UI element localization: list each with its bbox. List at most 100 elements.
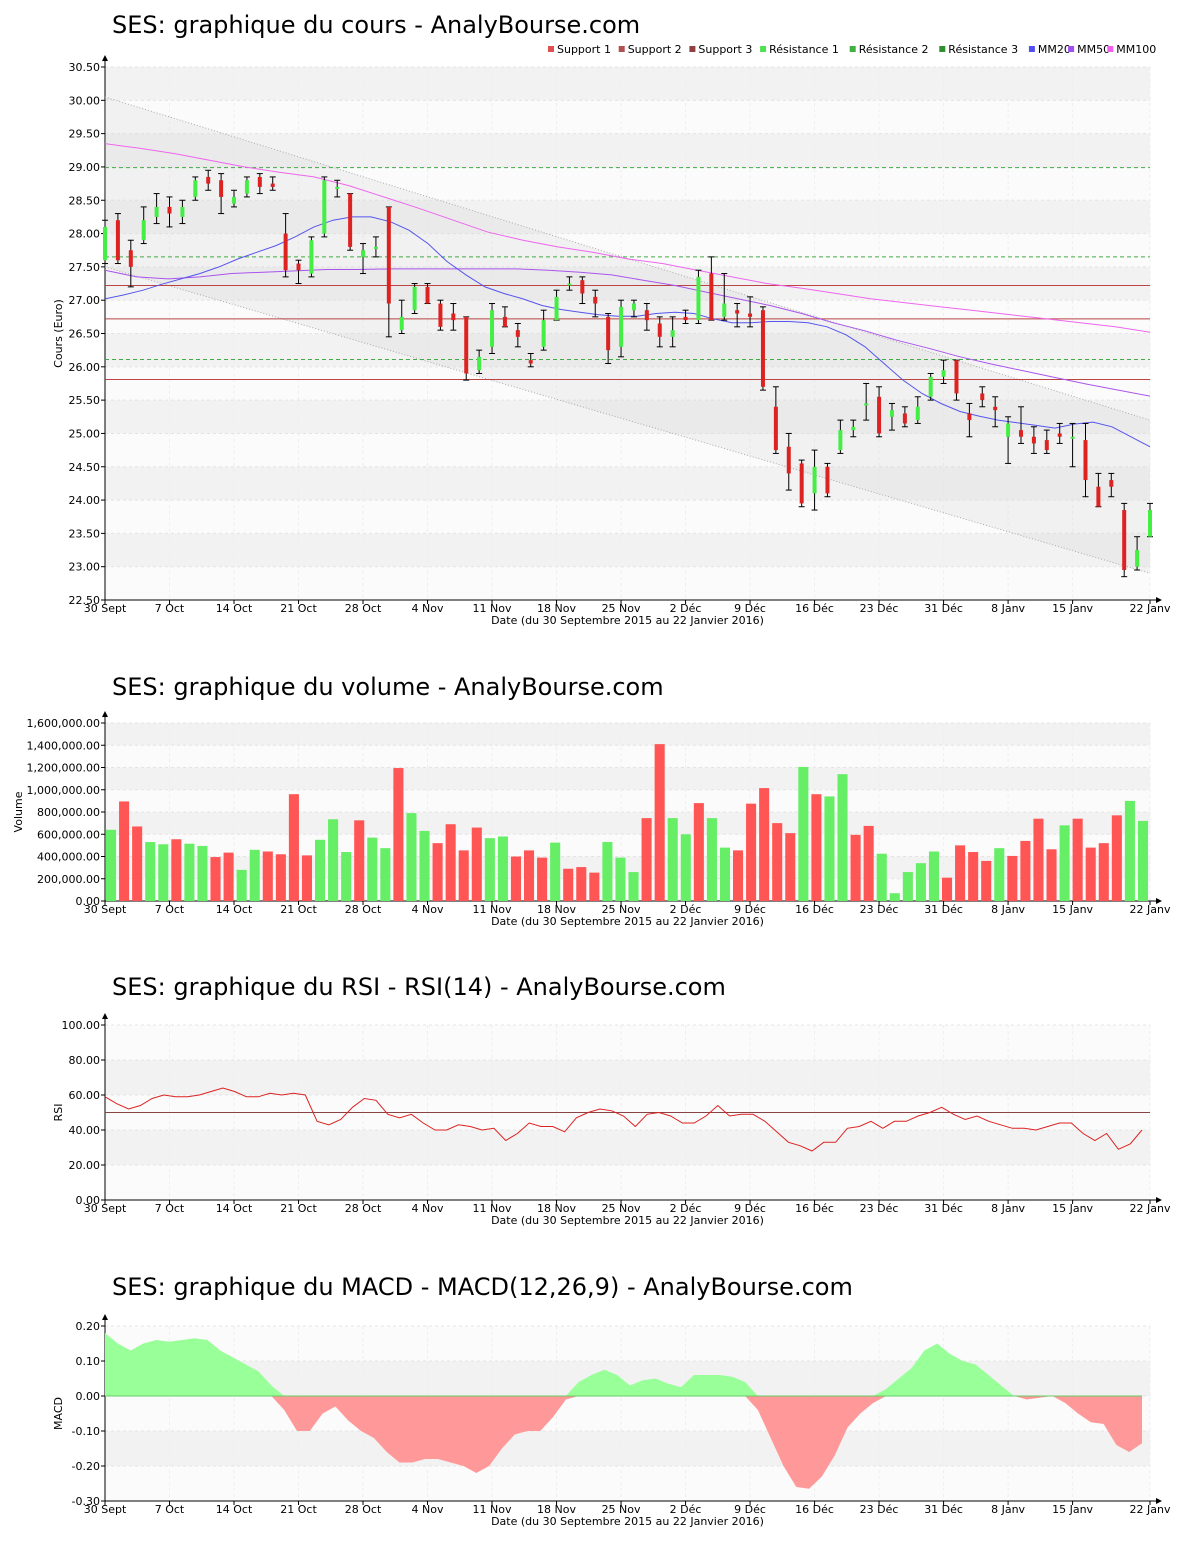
candle-body	[631, 303, 636, 311]
candle-body	[786, 446, 791, 474]
x-axis-title: Date (du 30 Septembre 2015 au 22 Janvier…	[491, 614, 764, 627]
candle-body	[412, 286, 417, 311]
candle-body	[167, 206, 172, 214]
x-tick-label: 15 Janv	[1052, 602, 1093, 615]
x-tick-label: 28 Oct	[345, 903, 382, 916]
volume-bar	[1124, 800, 1135, 901]
volume-bar	[772, 823, 783, 901]
volume-bar	[197, 845, 208, 901]
y-tick-label: 1,400,000.00	[27, 739, 100, 752]
candle-body	[309, 240, 314, 274]
candle-body	[954, 360, 959, 394]
y-tick-label: 27.50	[69, 261, 101, 274]
x-tick-label: 7 Oct	[155, 1202, 185, 1215]
grid-band	[105, 533, 1150, 567]
candle-body	[1122, 510, 1127, 571]
x-axis-title: Date (du 30 Septembre 2015 au 22 Janvier…	[491, 915, 764, 928]
candle-body	[670, 330, 675, 337]
x-tick-label: 21 Oct	[280, 903, 317, 916]
volume-bar	[223, 852, 234, 901]
candle-body	[1083, 440, 1088, 481]
volume-bar	[458, 850, 469, 901]
volume-bar	[1046, 849, 1057, 901]
volume-bar	[406, 813, 417, 901]
candle-body	[115, 220, 120, 261]
y-tick-label: 800,000.00	[37, 806, 100, 819]
x-tick-label: 30 Sept	[84, 1202, 127, 1215]
candle-body	[967, 413, 972, 421]
legend-label: MM100	[1116, 43, 1156, 56]
candle-body	[348, 193, 353, 247]
volume-bar	[876, 853, 887, 901]
legend-swatch	[1028, 46, 1035, 52]
volume-bar	[1085, 847, 1096, 901]
macd-positive-area	[105, 1333, 1142, 1396]
x-tick-label: 8 Janv	[991, 602, 1025, 615]
volume-bar	[236, 869, 247, 901]
volume-bar	[145, 842, 156, 901]
grid-band	[105, 366, 1150, 401]
x-tick-label: 14 Oct	[216, 903, 253, 916]
candle-body	[103, 226, 107, 261]
x-tick-label: 18 Nov	[537, 602, 576, 615]
x-axis-title: Date (du 30 Septembre 2015 au 22 Janvier…	[491, 1214, 764, 1227]
price-chart-panel: SES: graphique du cours - AnalyBourse.co…	[0, 10, 1200, 630]
volume-bar	[171, 839, 182, 901]
volume-bar	[733, 850, 744, 901]
legend-label: MM50	[1077, 43, 1110, 56]
candle-body	[760, 310, 765, 387]
candle-body	[141, 220, 146, 241]
grid-band	[105, 266, 1150, 301]
y-tick-label: 25.00	[69, 427, 101, 440]
volume-bar	[288, 794, 299, 901]
volume-bar	[994, 848, 1005, 901]
volume-bar	[693, 803, 704, 901]
x-tick-label: 30 Sept	[84, 602, 127, 615]
y-tick-label: 100.00	[62, 1019, 101, 1032]
x-tick-label: 21 Oct	[280, 1503, 317, 1516]
x-tick-label: 14 Oct	[216, 1503, 253, 1516]
grid-band	[105, 500, 1150, 534]
volume-bar	[942, 877, 953, 901]
volume-bar	[1098, 843, 1109, 901]
x-tick-label: 4 Nov	[412, 1503, 444, 1516]
x-tick-label: 9 Déc	[734, 1503, 766, 1516]
rsi-line	[104, 1087, 1143, 1152]
volume-bar	[380, 848, 391, 901]
grid-band	[105, 333, 1150, 367]
x-tick-label: 7 Oct	[155, 602, 185, 615]
x-tick-label: 4 Nov	[412, 1202, 444, 1215]
volume-bar	[863, 825, 874, 901]
y-tick-label: 200,000.00	[37, 873, 100, 886]
legend-swatch	[548, 46, 554, 52]
grid-band	[105, 1130, 1150, 1165]
x-tick-label: 22 Janv	[1130, 1202, 1171, 1215]
volume-bar	[419, 830, 430, 901]
y-tick-label: 80.00	[69, 1054, 101, 1067]
candle-body	[1135, 550, 1140, 567]
y-tick-label: 40.00	[69, 1124, 101, 1137]
x-tick-label: 23 Déc	[860, 1503, 899, 1516]
rsi-chart-panel: SES: graphique du RSI - RSI(14) - AnalyB…	[0, 972, 1200, 1242]
candle-body	[825, 466, 830, 494]
y-tick-label: 28.00	[69, 228, 101, 241]
candle-body	[902, 413, 907, 424]
grid-band	[105, 812, 1150, 835]
x-tick-label: 11 Nov	[473, 1202, 512, 1215]
volume-bar	[902, 872, 913, 901]
x-tick-label: 23 Déc	[860, 602, 899, 615]
volume-bar	[471, 827, 482, 901]
candle-body	[580, 280, 585, 294]
candle-body	[154, 206, 159, 217]
x-tick-label: 11 Nov	[473, 1503, 512, 1516]
volume-bar	[563, 868, 574, 901]
x-tick-label: 9 Déc	[734, 602, 766, 615]
x-tick-label: 31 Déc	[924, 1503, 963, 1516]
candle-body	[490, 310, 495, 347]
x-tick-label: 16 Déc	[795, 903, 834, 916]
grid-band	[105, 1326, 1150, 1361]
volume-bar	[955, 845, 966, 901]
candle-body	[993, 406, 998, 411]
candle-body	[451, 313, 456, 321]
volume-bar	[576, 867, 587, 901]
